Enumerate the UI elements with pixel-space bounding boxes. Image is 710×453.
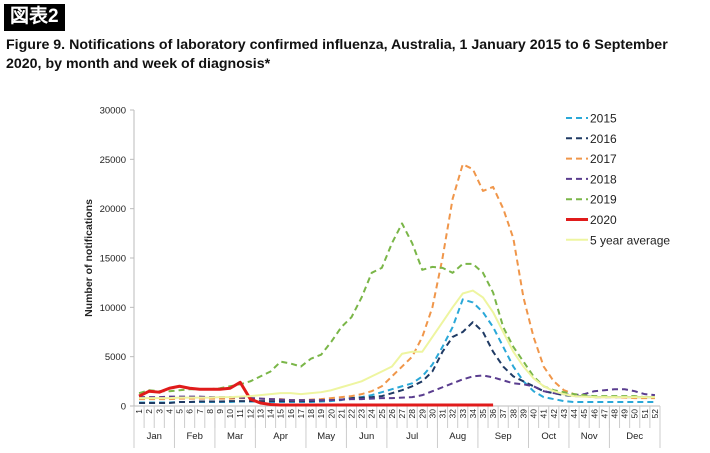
x-tick-label: 48 <box>609 409 619 419</box>
x-tick-label: 30 <box>427 409 437 419</box>
x-tick-label: 7 <box>195 409 205 414</box>
chart-title: Figure 9. Notifications of laboratory co… <box>6 37 668 72</box>
y-tick-label: 30000 <box>100 106 126 117</box>
x-tick-label: 3 <box>154 409 164 414</box>
legend-label: 2017 <box>590 152 617 166</box>
x-tick-label: 28 <box>407 409 417 419</box>
x-tick-label: 23 <box>357 409 367 419</box>
month-label: Jan <box>147 431 162 442</box>
x-tick-label: 49 <box>620 409 630 419</box>
x-tick-label: 14 <box>266 409 276 419</box>
x-tick-label: 52 <box>650 409 660 419</box>
series-line-2020 <box>138 380 494 407</box>
x-tick-label: 43 <box>559 409 569 419</box>
x-tick-label: 41 <box>539 409 549 419</box>
x-tick-label: 33 <box>458 409 468 419</box>
x-tick-label: 37 <box>498 409 508 419</box>
y-tick-label: 5000 <box>105 352 126 363</box>
x-tick-label: 32 <box>448 409 458 419</box>
series-line-2019 <box>138 222 655 399</box>
y-tick-label: 15000 <box>100 254 126 265</box>
x-tick-label: 27 <box>397 409 407 419</box>
legend-label: 2020 <box>590 213 617 227</box>
x-tick-label: 36 <box>488 409 498 419</box>
x-tick-label: 47 <box>599 409 609 419</box>
x-tick-label: 44 <box>569 409 579 419</box>
x-tick-label: 16 <box>286 409 296 419</box>
x-tick-label: 50 <box>630 409 640 419</box>
month-label: Aug <box>449 431 466 442</box>
month-label: Sep <box>495 431 512 442</box>
y-tick-label: 0 <box>121 402 126 413</box>
legend-label: 2019 <box>590 193 617 207</box>
x-tick-label: 10 <box>225 409 235 419</box>
x-tick-label: 39 <box>518 409 528 419</box>
series-line-2017 <box>139 163 655 402</box>
month-label: Oct <box>541 431 556 442</box>
month-label: May <box>317 431 335 442</box>
y-tick-label: 10000 <box>100 303 126 314</box>
x-tick-label: 18 <box>306 409 316 419</box>
legend-label: 2018 <box>590 172 617 186</box>
figure-badge: 図表2 <box>4 4 65 31</box>
x-tick-label: 40 <box>529 409 539 419</box>
x-tick-label: 38 <box>508 409 518 419</box>
x-tick-label: 24 <box>367 409 377 419</box>
x-tick-label: 21 <box>336 409 346 419</box>
x-tick-label: 42 <box>549 409 559 419</box>
series-line-2015 <box>139 298 655 404</box>
legend-label: 2016 <box>590 132 617 146</box>
series-line-2016 <box>139 321 655 405</box>
series-line-5-year-average <box>139 289 655 400</box>
x-tick-label: 5 <box>175 409 185 414</box>
legend-label: 5 year average <box>590 233 670 247</box>
x-tick-label: 26 <box>387 409 397 419</box>
x-tick-label: 11 <box>235 409 245 418</box>
month-label: Dec <box>626 431 643 442</box>
x-tick-label: 19 <box>316 409 326 419</box>
x-tick-label: 25 <box>377 409 387 419</box>
x-tick-label: 8 <box>205 409 215 414</box>
x-tick-label: 31 <box>438 409 448 419</box>
x-tick-label: 12 <box>245 409 255 419</box>
month-label: Feb <box>187 431 203 442</box>
x-tick-label: 34 <box>468 409 478 419</box>
month-label: Nov <box>581 431 598 442</box>
x-tick-label: 9 <box>215 409 225 414</box>
x-tick-label: 29 <box>417 409 427 419</box>
x-tick-label: 22 <box>346 409 356 419</box>
month-label: Jun <box>359 431 374 442</box>
x-tick-label: 45 <box>579 409 589 419</box>
legend-label: 2015 <box>590 112 617 126</box>
x-tick-label: 15 <box>276 409 286 419</box>
y-tick-label: 20000 <box>100 204 126 215</box>
month-label: Apr <box>273 431 288 442</box>
month-label: Mar <box>227 431 243 442</box>
month-label: Jul <box>406 431 418 442</box>
x-tick-label: 17 <box>296 409 306 419</box>
x-tick-label: 1 <box>134 409 144 414</box>
x-tick-label: 13 <box>255 409 265 419</box>
x-tick-label: 4 <box>164 409 174 414</box>
x-tick-label: 2 <box>144 409 154 414</box>
y-tick-label: 25000 <box>100 155 126 166</box>
x-tick-label: 51 <box>640 409 650 419</box>
x-tick-label: 46 <box>589 409 599 419</box>
x-tick-label: 35 <box>478 409 488 419</box>
y-axis-label: Number of notifications <box>83 199 95 317</box>
x-tick-label: 20 <box>326 409 336 419</box>
x-tick-label: 6 <box>185 409 195 414</box>
